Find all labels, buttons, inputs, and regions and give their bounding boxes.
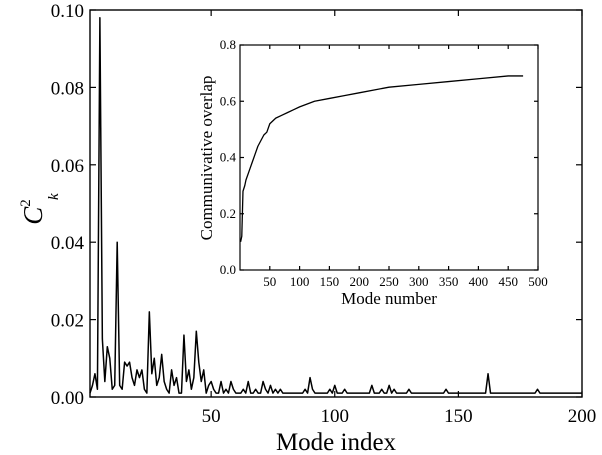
- inset-x-tick-label: 100: [290, 274, 310, 289]
- inset-y-tick-label: 0.0: [220, 262, 236, 277]
- inset-x-tick-label: 500: [528, 274, 548, 289]
- inset-chart: 0.0 0.2 0.4 0.6 0.8 50 100 150 200 250 300 350 400 4…: [197, 37, 548, 308]
- main-x-tick-label: 100: [321, 406, 350, 427]
- main-y-tick-label: 0.10: [51, 1, 84, 22]
- main-x-tick-label: 150: [444, 406, 473, 427]
- inset-y-tick-label: 0.2: [220, 206, 236, 221]
- inset-x-tick-label: 250: [379, 274, 399, 289]
- inset-x-tick-label: 200: [349, 274, 369, 289]
- inset-x-tick-label: 450: [498, 274, 518, 289]
- inset-x-axis-label: Mode number: [341, 289, 437, 308]
- inset-x-tick-label: 50: [263, 274, 276, 289]
- inset-x-tick-label: 350: [439, 274, 459, 289]
- main-x-axis-label: Mode index: [276, 429, 397, 455]
- inset-series-line: [239, 75, 524, 243]
- inset-y-tick-label: 0.4: [220, 150, 237, 165]
- inset-x-ticks: 50 100 150 200 250 300 350 400 450 500: [263, 45, 548, 289]
- main-x-tick-label: 50: [202, 406, 221, 427]
- main-y-tick-label: 0.06: [51, 156, 84, 177]
- main-y-tick-label: 0.08: [51, 78, 84, 99]
- inset-y-axis-label: Communivative overlap: [197, 76, 216, 241]
- main-series-line: [89, 16, 582, 394]
- svg-text:C2: C2: [18, 199, 48, 225]
- inset-x-tick-label: 400: [469, 274, 489, 289]
- main-y-tick-label: 0.02: [51, 311, 84, 332]
- main-plot-frame: [89, 9, 583, 398]
- main-x-tick-label: 200: [568, 406, 597, 427]
- main-chart: 0.000.020.040.060.080.10 50 100 150 200 Mod…: [18, 1, 596, 455]
- main-y-axis-label-superscript: 2: [18, 199, 34, 207]
- main-y-ticks: 0.00 0.02 0.04 0.06 0.08 0.10: [51, 1, 582, 409]
- inset-y-tick-label: 0.6: [220, 93, 237, 108]
- main-y-axis-label-subscript: k: [46, 193, 62, 200]
- main-y-tick-label: 0.04: [51, 233, 85, 254]
- inset-y-ticks: 0.0 0.2 0.4 0.6 0.8: [220, 37, 538, 277]
- inset-y-tick-label: 0.8: [220, 37, 236, 52]
- inset-plot-frame: [239, 44, 539, 271]
- inset-x-tick-label: 300: [409, 274, 429, 289]
- main-y-tick-label: 0.00: [51, 388, 84, 409]
- main-y-axis-label: C2 k: [18, 193, 62, 225]
- main-y-axis-label-base: C: [18, 206, 48, 225]
- inset-x-tick-label: 150: [320, 274, 340, 289]
- main-x-ticks: 50 100 150 200: [202, 10, 597, 427]
